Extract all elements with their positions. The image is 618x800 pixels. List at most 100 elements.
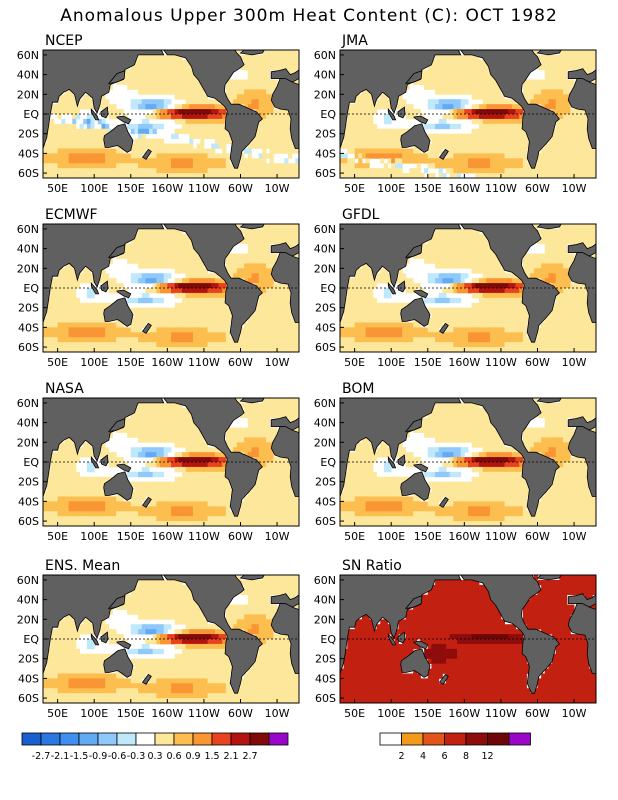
x-tick-label: 110W	[485, 530, 517, 543]
colorbar-swatch	[401, 732, 424, 746]
y-tick-label: 60N	[17, 49, 39, 62]
y-tick-label: EQ	[320, 282, 336, 295]
colorbar-label: 8	[463, 751, 469, 762]
colorbar-label: -2.7	[32, 751, 51, 762]
y-tick-label: 40S	[18, 672, 39, 685]
panel-title: ENS. Mean	[45, 558, 120, 574]
x-tick-label: 60W	[228, 356, 253, 369]
colorbar-swatch	[268, 732, 289, 746]
x-tick-label: 50E	[47, 707, 68, 720]
panel-title: GFDL	[342, 207, 380, 223]
x-tick-label: 160W	[151, 530, 183, 543]
panel-title: BOM	[342, 381, 374, 397]
x-tick-label: 10W	[265, 182, 290, 195]
x-tick-label: 50E	[344, 182, 365, 195]
x-tick-label: 110W	[188, 707, 220, 720]
y-tick-label: EQ	[23, 633, 39, 646]
colorbar-label: 0.9	[185, 751, 200, 762]
x-tick-label: 150E	[117, 356, 145, 369]
colorbar-swatch	[97, 732, 118, 746]
x-tick-label: 10W	[265, 707, 290, 720]
colorbar-label: 4	[420, 751, 426, 762]
anomaly-colorbar: -2.7 -2.1 -1.5 -0.9 -0.6 -0.3 0.3 0.6 0.9 1.5 2.1 2…	[21, 732, 289, 762]
y-tick-label: 40S	[18, 147, 39, 160]
colorbar-swatch	[116, 732, 137, 746]
panel-title: JMA	[341, 33, 368, 49]
map-panel-nasa: 60N 40N 20N EQ 20S 40S 60S 50E 100E 150E 160W 110W 6…	[17, 381, 300, 543]
x-tick-label: 10W	[562, 356, 587, 369]
x-tick-label: 160W	[151, 182, 183, 195]
y-tick-label: 20S	[18, 476, 39, 489]
y-tick-label: 20N	[314, 436, 336, 449]
x-tick-label: 100E	[377, 182, 405, 195]
x-tick-label: 150E	[117, 182, 145, 195]
colorbar-swatch	[230, 732, 251, 746]
colorbar-label: -1.5	[70, 751, 89, 762]
y-tick-label: 60S	[315, 515, 336, 528]
x-tick-label: 60W	[525, 707, 550, 720]
x-tick-label: 110W	[188, 530, 220, 543]
colorbar-swatch	[59, 732, 80, 746]
map-panel-ens-mean: 60N 40N 20N EQ 20S 40S 60S 50E 100E 150E 160W 110W 6…	[17, 558, 300, 720]
x-tick-label: 100E	[377, 530, 405, 543]
y-tick-label: 20S	[315, 476, 336, 489]
x-tick-label: 160W	[151, 707, 183, 720]
y-tick-label: 60N	[314, 49, 336, 62]
y-tick-label: 60N	[17, 397, 39, 410]
panel-title: NCEP	[45, 33, 83, 49]
colorbar-swatch	[40, 732, 61, 746]
colorbar-swatch	[192, 732, 213, 746]
colorbar-label: 2	[398, 751, 404, 762]
colorbar-label: -0.9	[89, 751, 108, 762]
map-panel-sn-ratio: 60N 40N 20N EQ 20S 40S 60S 50E 100E 150E 160W 110W 6…	[314, 558, 597, 720]
x-tick-label: 50E	[47, 356, 68, 369]
y-tick-label: 60S	[18, 692, 39, 705]
colorbar-label: 2.1	[223, 751, 238, 762]
colorbar-swatch	[379, 732, 402, 746]
colorbar-swatch	[78, 732, 99, 746]
x-tick-label: 60W	[525, 356, 550, 369]
x-tick-label: 160W	[448, 356, 480, 369]
colorbar-label: 12	[481, 751, 493, 762]
panel-title: SN Ratio	[342, 558, 402, 574]
x-tick-label: 160W	[151, 356, 183, 369]
x-tick-label: 110W	[485, 182, 517, 195]
map-panel-jma: 60N 40N 20N EQ 20S 40S 60S 50E 100E 150E 160W 110W 6…	[314, 33, 597, 195]
x-tick-label: 50E	[344, 356, 365, 369]
colorbar-swatch	[465, 732, 488, 746]
y-tick-label: 20N	[17, 436, 39, 449]
y-tick-label: 20N	[314, 262, 336, 275]
x-tick-label: 150E	[414, 182, 442, 195]
x-tick-label: 150E	[414, 707, 442, 720]
y-tick-label: 40S	[315, 672, 336, 685]
x-tick-label: 150E	[414, 356, 442, 369]
x-tick-label: 60W	[228, 182, 253, 195]
y-tick-label: 60N	[314, 574, 336, 587]
x-tick-label: 110W	[188, 182, 220, 195]
colorbar-swatch	[422, 732, 445, 746]
colorbar-label: 1.5	[204, 751, 219, 762]
y-tick-label: 60N	[314, 223, 336, 236]
x-tick-label: 10W	[562, 530, 587, 543]
y-tick-label: EQ	[320, 108, 336, 121]
x-tick-label: 100E	[80, 530, 108, 543]
y-tick-label: 20S	[18, 302, 39, 315]
panel-title: ECMWF	[45, 207, 98, 223]
y-tick-label: 60S	[18, 515, 39, 528]
y-tick-label: 40S	[315, 321, 336, 334]
colorbar-label: 6	[441, 751, 447, 762]
x-tick-label: 150E	[117, 530, 145, 543]
y-tick-label: 60S	[18, 341, 39, 354]
y-tick-label: 40N	[314, 417, 336, 430]
x-tick-label: 50E	[47, 182, 68, 195]
y-tick-label: 40S	[315, 147, 336, 160]
colorbar-label: 0.3	[147, 751, 162, 762]
y-tick-label: 40N	[17, 69, 39, 82]
y-tick-label: 40S	[18, 321, 39, 334]
x-tick-label: 60W	[228, 707, 253, 720]
snr-colorbar: 2 4 6 8 12	[379, 732, 531, 762]
x-tick-label: 10W	[562, 182, 587, 195]
y-tick-label: 40S	[18, 495, 39, 508]
colorbar-swatch	[211, 732, 232, 746]
colorbar-swatch	[487, 732, 510, 746]
